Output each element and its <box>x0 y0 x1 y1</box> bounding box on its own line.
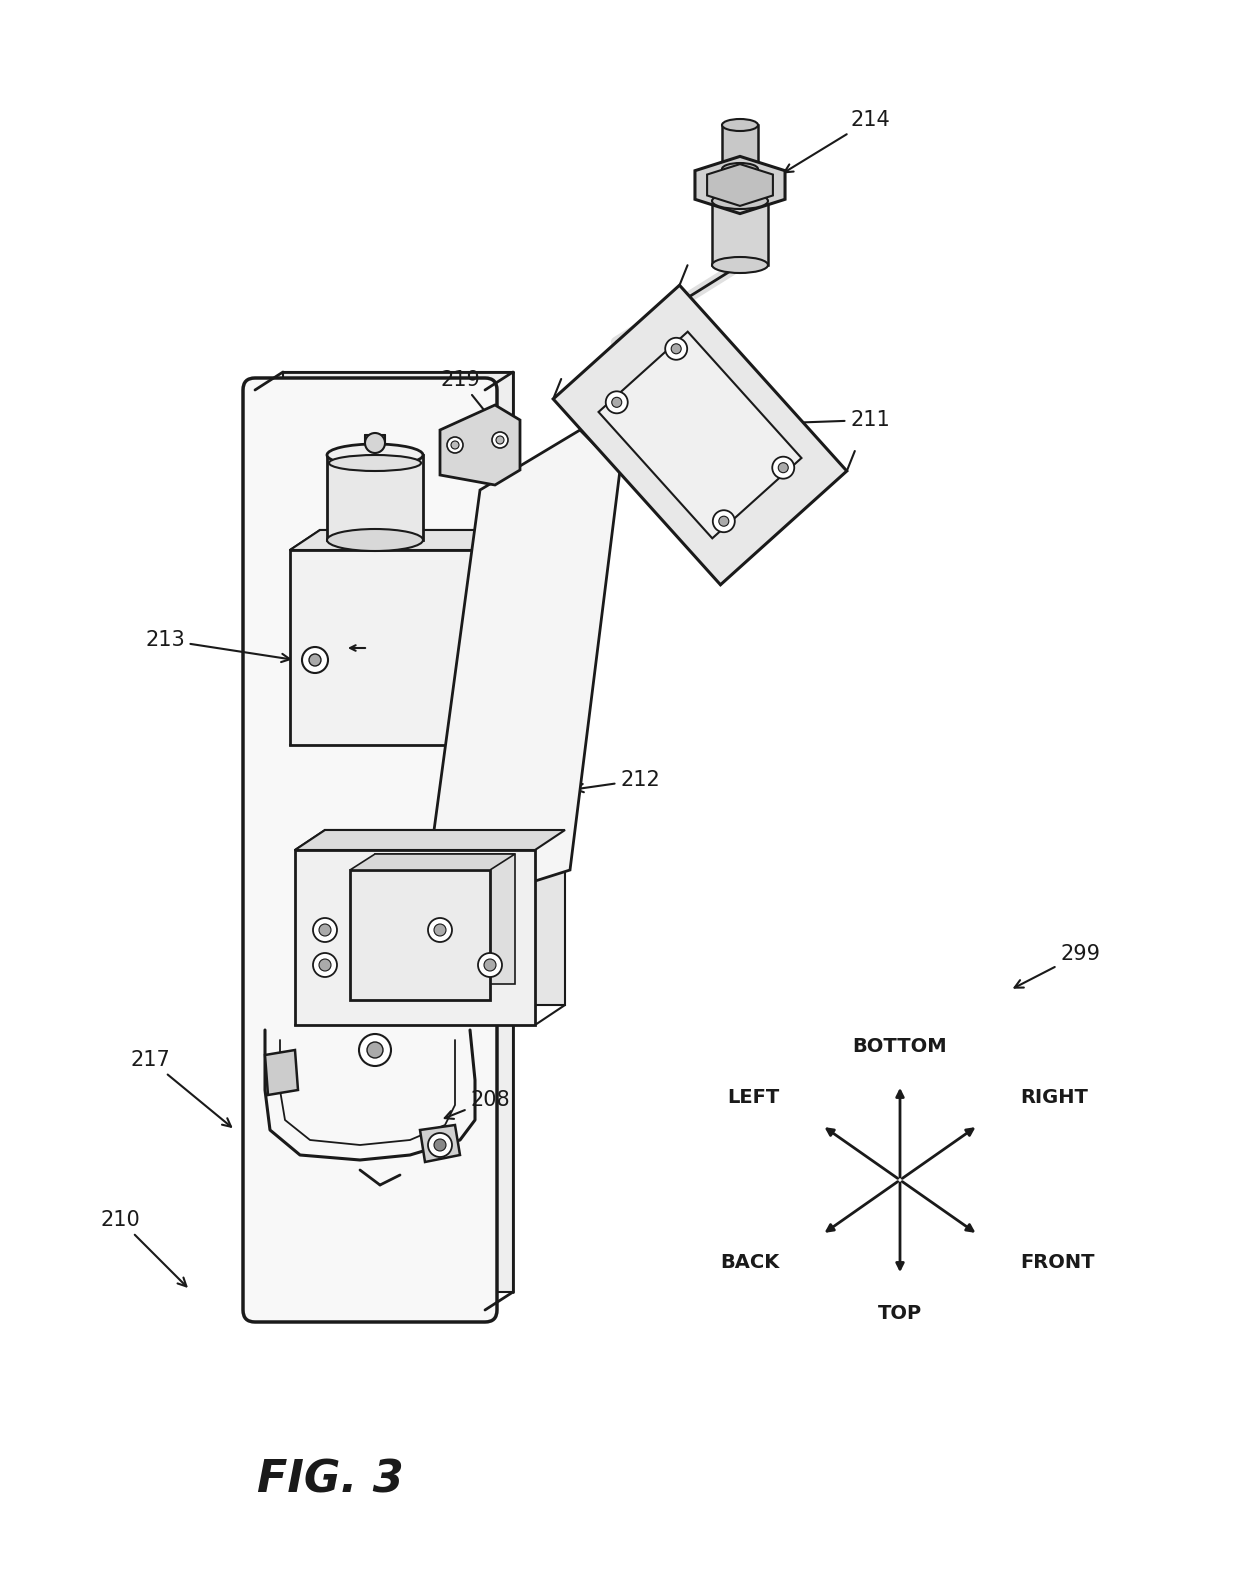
Polygon shape <box>707 164 773 207</box>
Polygon shape <box>430 431 620 899</box>
Polygon shape <box>327 454 423 540</box>
FancyBboxPatch shape <box>243 378 497 1322</box>
Polygon shape <box>290 531 520 550</box>
Circle shape <box>606 391 627 413</box>
Ellipse shape <box>712 192 768 210</box>
Circle shape <box>719 516 729 526</box>
Polygon shape <box>325 829 565 1004</box>
Polygon shape <box>599 332 801 539</box>
Circle shape <box>365 432 384 453</box>
Circle shape <box>312 953 337 977</box>
Polygon shape <box>320 531 520 725</box>
Ellipse shape <box>712 257 768 273</box>
Text: RIGHT: RIGHT <box>1021 1088 1089 1108</box>
Text: 214: 214 <box>785 110 890 172</box>
Circle shape <box>303 647 329 674</box>
Circle shape <box>611 397 621 407</box>
Polygon shape <box>295 829 565 850</box>
Circle shape <box>773 456 795 478</box>
Polygon shape <box>722 126 758 168</box>
Text: 213: 213 <box>145 629 290 663</box>
Ellipse shape <box>722 164 758 175</box>
Circle shape <box>671 343 681 354</box>
Circle shape <box>434 923 446 936</box>
Circle shape <box>312 918 337 942</box>
Circle shape <box>477 953 502 977</box>
Circle shape <box>484 960 496 971</box>
Circle shape <box>492 432 508 448</box>
Text: 299: 299 <box>1014 944 1100 988</box>
Circle shape <box>319 923 331 936</box>
Ellipse shape <box>327 529 423 551</box>
Polygon shape <box>420 1125 460 1162</box>
Text: 208: 208 <box>445 1090 510 1119</box>
Polygon shape <box>290 550 490 745</box>
Polygon shape <box>350 871 490 999</box>
Polygon shape <box>553 286 847 585</box>
Circle shape <box>434 1139 446 1150</box>
Text: TOP: TOP <box>878 1305 923 1324</box>
Circle shape <box>496 435 503 443</box>
Circle shape <box>446 437 463 453</box>
Circle shape <box>309 655 321 666</box>
Circle shape <box>451 442 459 450</box>
Circle shape <box>713 510 735 532</box>
Circle shape <box>319 960 331 971</box>
Text: BACK: BACK <box>720 1252 780 1271</box>
Text: FRONT: FRONT <box>1021 1252 1095 1271</box>
Circle shape <box>665 338 687 359</box>
Text: 217: 217 <box>130 1050 231 1127</box>
Polygon shape <box>694 156 785 213</box>
Polygon shape <box>712 200 768 265</box>
Polygon shape <box>440 405 520 485</box>
Circle shape <box>360 1034 391 1066</box>
Circle shape <box>428 1133 453 1157</box>
Text: 219: 219 <box>440 370 497 426</box>
Polygon shape <box>295 850 534 1025</box>
Text: 212: 212 <box>575 771 660 793</box>
Circle shape <box>428 918 453 942</box>
Text: LEFT: LEFT <box>728 1088 780 1108</box>
Circle shape <box>779 462 789 472</box>
Text: 210: 210 <box>100 1209 186 1287</box>
Polygon shape <box>374 853 515 984</box>
Text: 211: 211 <box>735 410 890 431</box>
Polygon shape <box>265 1050 298 1095</box>
Text: BOTTOM: BOTTOM <box>853 1038 947 1057</box>
Polygon shape <box>283 372 513 1292</box>
Polygon shape <box>350 853 515 871</box>
Circle shape <box>367 1042 383 1058</box>
Ellipse shape <box>722 119 758 130</box>
Text: FIG. 3: FIG. 3 <box>257 1459 403 1502</box>
Ellipse shape <box>329 454 422 470</box>
Ellipse shape <box>327 443 423 466</box>
